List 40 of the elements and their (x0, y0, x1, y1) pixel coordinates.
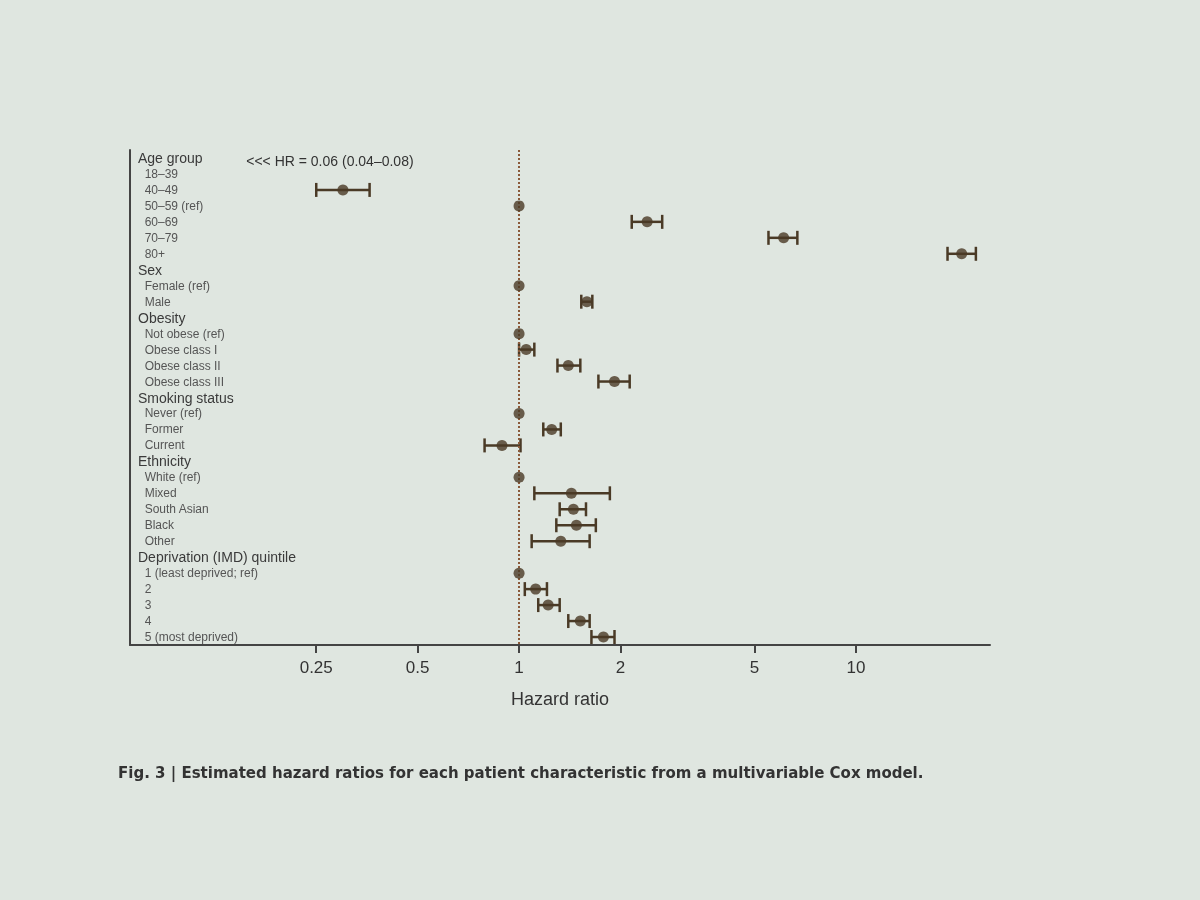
y-tick-label: Obesity (138, 309, 186, 326)
y-tick-label: 60–69 (138, 214, 179, 229)
x-tick-label: 2 (615, 658, 626, 677)
y-tick-label: Deprivation (IMD) quintile (138, 549, 297, 566)
y-tick-label: Male (138, 294, 171, 309)
y-tick-label: Ethnicity (138, 453, 191, 470)
y-tick-label: Obese class II (138, 358, 221, 373)
y-tick-label: Mixed (138, 486, 177, 501)
y-tick-label: Obese class III (138, 374, 225, 389)
y-tick-label: Other (138, 534, 175, 549)
x-tick-label: 5 (749, 658, 760, 677)
y-tick-label: Sex (138, 261, 163, 278)
y-tick-label: Smoking status (138, 389, 234, 406)
y-tick-label: 70–79 (138, 230, 179, 245)
y-tick-label: South Asian (138, 502, 209, 517)
y-tick-label: Black (138, 518, 176, 533)
caption: Fig. 3 | Estimated hazard ratios for each patient characteristic from a multivariable Cox model. (118, 763, 924, 783)
y-tick-label: Current (138, 438, 186, 453)
y-tick-label: 40–49 (138, 182, 179, 197)
y-tick-label: 5 (most deprived) (138, 630, 239, 645)
y-tick-label: 3 (138, 598, 152, 613)
y-tick-label: 4 (138, 614, 152, 629)
y-tick-label: Obese class I (138, 342, 218, 357)
y-tick-label: 50–59 (ref) (138, 198, 204, 213)
y-tick-label: 2 (138, 582, 152, 597)
annotation: <<< HR = 0.06 (0.04–0.08) (246, 152, 414, 169)
y-tick-label: White (ref) (138, 470, 201, 485)
y-tick-label: 1 (least deprived; ref) (138, 566, 259, 581)
y-tick-label: Former (138, 422, 184, 437)
x-tick-label: 0.5 (405, 658, 430, 677)
x-tick-label: 10 (846, 658, 866, 677)
y-tick-label: Never (ref) (138, 406, 203, 421)
y-tick-label: 18–39 (138, 166, 179, 181)
y-tick-label: Age group (138, 149, 203, 166)
y-tick-label: Not obese (ref) (138, 326, 225, 341)
x-tick-label: 1 (514, 658, 524, 677)
x-tick-label: 0.25 (299, 658, 333, 677)
x-axis-title: Hazard ratio (510, 689, 610, 709)
y-tick-label: Female (ref) (138, 278, 211, 293)
y-tick-label: 80+ (138, 246, 166, 261)
